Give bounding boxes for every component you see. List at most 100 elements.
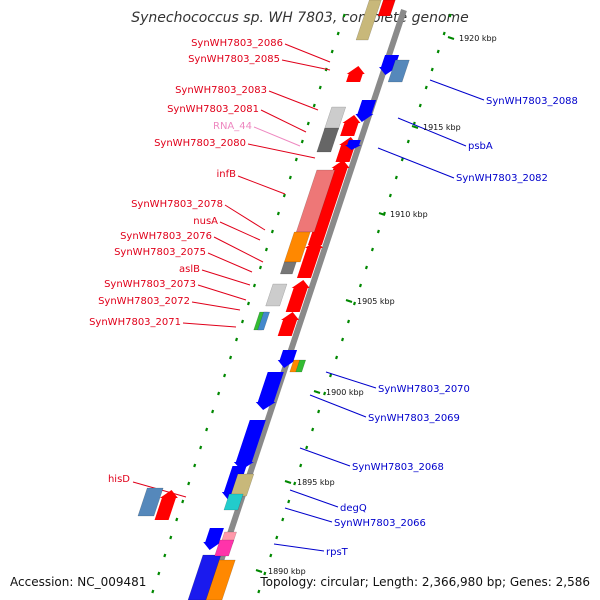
scale-tick-mark	[345, 299, 353, 303]
gene-label[interactable]: SynWH7803_2088	[486, 96, 578, 107]
tick-label-1920: 1920 kbp	[459, 34, 497, 43]
leader-line	[224, 204, 266, 231]
gene-block	[387, 59, 410, 83]
gene-label[interactable]: SynWH7803_2078	[131, 199, 223, 210]
scale-tick-mark	[313, 390, 321, 394]
guide-dash	[205, 427, 209, 432]
guide-dash	[217, 391, 221, 396]
gene-label[interactable]: hisD	[108, 474, 130, 485]
leader-line	[182, 322, 237, 328]
gene-arrow	[307, 160, 350, 245]
guide-dash	[329, 373, 333, 378]
scale-tick-mark	[255, 569, 263, 573]
guide-dash	[311, 427, 315, 432]
gene-label[interactable]: SynWH7803_2080	[154, 138, 246, 149]
gene-label[interactable]: SynWH7803_2083	[175, 85, 267, 96]
guide-dash	[330, 49, 334, 54]
gene-label[interactable]: SynWH7803_2085	[188, 54, 280, 65]
leader-line	[281, 59, 331, 71]
leader-line	[253, 126, 301, 147]
gene-label[interactable]: SynWH7803_2081	[167, 104, 259, 115]
rna-label[interactable]: RNA_44	[213, 121, 252, 132]
gene-label[interactable]: degQ	[340, 503, 367, 514]
gene-label[interactable]: SynWH7803_2071	[89, 317, 181, 328]
guide-dash	[293, 481, 297, 486]
leader-line	[429, 79, 485, 101]
gene-block	[214, 539, 235, 557]
leader-line	[213, 236, 264, 263]
leader-line	[289, 489, 339, 508]
guide-dash	[257, 589, 261, 594]
guide-dash	[299, 463, 303, 468]
guide-dash	[346, 319, 351, 324]
tick-label-1910: 1910 kbp	[390, 210, 428, 219]
guide-dash	[394, 175, 398, 180]
gene-block	[295, 169, 336, 233]
guide-dash	[264, 247, 268, 252]
gene-block	[257, 311, 271, 331]
gene-label[interactable]: SynWH7803_2072	[98, 296, 190, 307]
leader-line	[309, 394, 367, 418]
gene-label[interactable]: SynWH7803_2082	[456, 173, 548, 184]
leader-line	[397, 117, 467, 147]
guide-dash	[342, 13, 346, 18]
guide-dash	[281, 517, 285, 522]
leader-line	[201, 269, 251, 286]
gene-label[interactable]: rpsT	[326, 547, 349, 558]
leader-line	[268, 90, 319, 111]
guide-dash	[169, 535, 173, 540]
guide-dash	[305, 445, 309, 450]
gene-features	[137, 0, 410, 600]
guide-dash	[336, 31, 340, 36]
guide-dash	[400, 157, 404, 162]
guide-dash	[269, 553, 273, 558]
guide-dash	[163, 553, 167, 558]
guide-dash	[424, 85, 428, 90]
guide-dash	[234, 337, 239, 342]
gene-label[interactable]: nusA	[193, 216, 218, 227]
gene-label[interactable]: SynWH7803_2076	[120, 231, 212, 242]
guide-dash	[175, 517, 179, 522]
guide-dash	[358, 283, 363, 288]
footer: Accession: NC_009481 Topology: circular;…	[10, 575, 590, 589]
label-leader-lines	[132, 43, 485, 552]
gene-label[interactable]: SynWH7803_2066	[334, 518, 426, 529]
gene-arrow	[296, 240, 323, 278]
guide-dash	[352, 301, 357, 306]
guide-dash	[340, 337, 345, 342]
guide-dash	[312, 103, 316, 108]
gene-block	[283, 231, 311, 263]
guide-dash	[181, 499, 185, 504]
gene-block	[223, 493, 244, 511]
gene-label[interactable]: psbA	[468, 141, 493, 152]
leader-line	[299, 447, 351, 467]
guide-dash	[376, 229, 380, 234]
guide-dash	[246, 301, 251, 306]
gene-label[interactable]: SynWH7803_2068	[352, 462, 444, 473]
guide-dash	[193, 463, 197, 468]
gene-label[interactable]: SynWH7803_2086	[191, 38, 283, 49]
gene-block	[137, 487, 164, 517]
gene-label[interactable]: SynWH7803_2069	[368, 413, 460, 424]
leader-line	[284, 43, 331, 63]
gene-label[interactable]: SynWH7803_2070	[378, 384, 470, 395]
gene-arrow	[277, 350, 298, 368]
gene-arrow	[255, 372, 284, 410]
gene-label[interactable]: infB	[217, 169, 237, 180]
leader-line	[273, 543, 325, 552]
gene-label[interactable]: SynWH7803_2073	[104, 279, 196, 290]
scale-tick-mark	[411, 125, 419, 129]
scale-tick-mark	[447, 36, 455, 40]
leader-line	[325, 371, 377, 389]
leader-line	[247, 143, 316, 159]
gene-block	[295, 359, 307, 373]
gene-arrow	[340, 115, 361, 136]
leader-line	[197, 284, 247, 301]
leader-line	[377, 147, 455, 179]
guide-dash	[270, 229, 274, 234]
gene-label[interactable]: SynWH7803_2075	[114, 247, 206, 258]
guide-dash	[436, 49, 440, 54]
gene-label[interactable]: aslB	[179, 264, 200, 275]
guide-dash	[287, 499, 291, 504]
guide-dash	[323, 391, 327, 396]
